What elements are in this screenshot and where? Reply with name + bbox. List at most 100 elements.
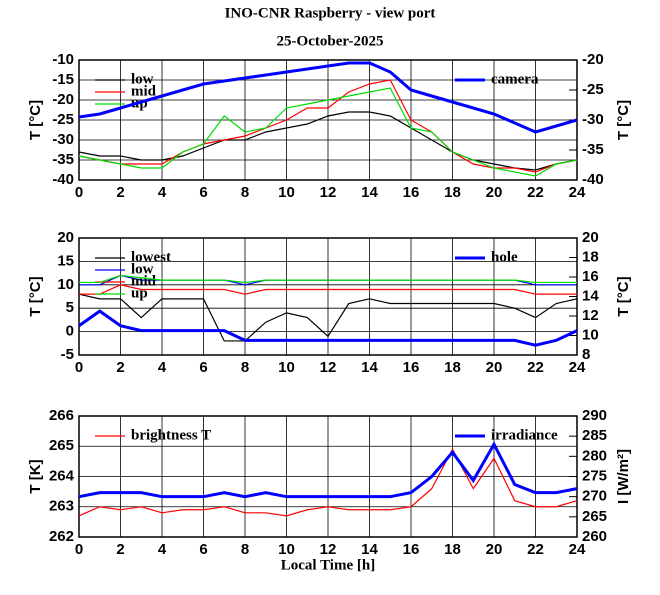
y2-tick-label: -30 <box>582 111 604 128</box>
x-tick-label: 18 <box>444 184 461 201</box>
y2-axis-label: T [°C] <box>615 276 632 316</box>
x-tick-label: 10 <box>278 541 295 558</box>
y-axis-label: T [°C] <box>27 100 44 140</box>
x-axis-label: Local Time [h] <box>281 557 375 573</box>
x-tick-label: 2 <box>116 541 124 558</box>
x-tick-label: 20 <box>486 359 503 376</box>
x-tick-label: 10 <box>278 184 295 201</box>
legend-label: camera <box>491 71 539 87</box>
x-tick-label: 20 <box>486 184 503 201</box>
x-tick-label: 24 <box>569 359 586 376</box>
plot-frame <box>78 415 578 538</box>
x-tick-label: 14 <box>361 184 378 201</box>
y2-tick-label: 275 <box>582 467 607 484</box>
legend-label: brightness T <box>131 427 211 443</box>
series-line <box>79 274 577 284</box>
y-tick-label: -20 <box>52 91 74 108</box>
y-tick-label: -5 <box>61 346 74 363</box>
x-tick-label: 22 <box>527 184 544 201</box>
y-tick-label: 10 <box>57 276 74 293</box>
y2-tick-label: 12 <box>582 307 599 324</box>
legend-label: low <box>131 261 154 277</box>
x-tick-label: 14 <box>361 359 378 376</box>
x-tick-label: 14 <box>361 541 378 558</box>
x-tick-label: 6 <box>199 359 207 376</box>
y2-axis-label: T [°C] <box>615 100 632 140</box>
y-axis-label: T [K] <box>27 459 44 493</box>
y-axis-label: T [°C] <box>27 276 44 316</box>
y-tick-label: 0 <box>66 323 74 340</box>
x-tick-label: 20 <box>486 541 503 558</box>
y2-tick-label: 285 <box>582 427 607 444</box>
legend-label: mid <box>131 83 157 99</box>
legend-label: up <box>131 285 148 301</box>
y-tick-label: -25 <box>52 111 74 128</box>
x-tick-label: 22 <box>527 541 544 558</box>
legend-label: irradiance <box>491 427 558 443</box>
x-tick-label: 0 <box>75 184 83 201</box>
y-tick-label: 263 <box>49 498 74 515</box>
y-tick-label: -40 <box>52 171 74 188</box>
y2-axis-label: I [W/m²] <box>615 449 632 504</box>
series-line <box>78 111 578 171</box>
x-tick-label: 8 <box>241 184 249 201</box>
y-tick-label: 265 <box>49 437 74 454</box>
y2-tick-label: -35 <box>582 141 604 158</box>
x-tick-label: 8 <box>241 359 249 376</box>
x-tick-label: 22 <box>527 359 544 376</box>
x-tick-label: 6 <box>199 541 207 558</box>
x-tick-label: 12 <box>320 541 337 558</box>
series-line <box>78 309 578 347</box>
x-tick-label: 2 <box>116 184 124 201</box>
x-tick-label: 16 <box>403 359 420 376</box>
x-tick-label: 24 <box>569 541 586 558</box>
chart-subtitle: 25-October-2025 <box>277 33 384 49</box>
y2-tick-label: 18 <box>582 248 599 265</box>
series-line <box>78 441 578 499</box>
y-tick-label: 15 <box>57 252 74 269</box>
x-tick-label: 12 <box>320 184 337 201</box>
series-line <box>79 284 577 295</box>
x-tick-label: 18 <box>444 541 461 558</box>
x-tick-label: 4 <box>158 184 167 201</box>
y-tick-label: -30 <box>52 131 74 148</box>
y2-tick-label: 280 <box>582 447 607 464</box>
x-tick-label: 4 <box>158 359 167 376</box>
y2-tick-label: 260 <box>582 528 607 545</box>
chart-title: INO-CNR Raspberry - view port <box>225 5 436 21</box>
y2-tick-label: 10 <box>582 326 599 343</box>
y-tick-label: -15 <box>52 71 74 88</box>
series-line <box>78 61 578 134</box>
legend-label: hole <box>491 249 518 265</box>
y-tick-label: -35 <box>52 151 74 168</box>
y2-tick-label: -20 <box>582 51 604 68</box>
x-tick-label: 2 <box>116 359 124 376</box>
legend-label: low <box>131 71 154 87</box>
y2-tick-label: 16 <box>582 268 599 285</box>
x-tick-label: 16 <box>403 541 420 558</box>
plot-frame <box>78 237 578 356</box>
y-tick-label: -10 <box>52 51 74 68</box>
y-tick-label: 20 <box>57 229 74 246</box>
x-tick-label: 12 <box>320 359 337 376</box>
x-tick-label: 0 <box>75 541 83 558</box>
x-tick-label: 10 <box>278 359 295 376</box>
x-tick-label: 16 <box>403 184 420 201</box>
y2-tick-label: 290 <box>582 407 607 424</box>
y-tick-label: 266 <box>49 407 74 424</box>
legend-label: lowest <box>131 249 171 265</box>
x-tick-label: 4 <box>158 541 167 558</box>
series-line <box>78 87 578 177</box>
y-tick-label: 5 <box>66 299 74 316</box>
x-tick-label: 18 <box>444 359 461 376</box>
series-line <box>78 447 578 517</box>
series-line <box>78 293 578 342</box>
y2-tick-label: 20 <box>582 229 599 246</box>
x-tick-label: 6 <box>199 184 207 201</box>
x-tick-label: 24 <box>569 184 586 201</box>
y2-tick-label: 14 <box>582 287 599 304</box>
x-tick-label: 0 <box>75 359 83 376</box>
y-tick-label: 264 <box>49 467 75 484</box>
x-tick-label: 8 <box>241 541 249 558</box>
